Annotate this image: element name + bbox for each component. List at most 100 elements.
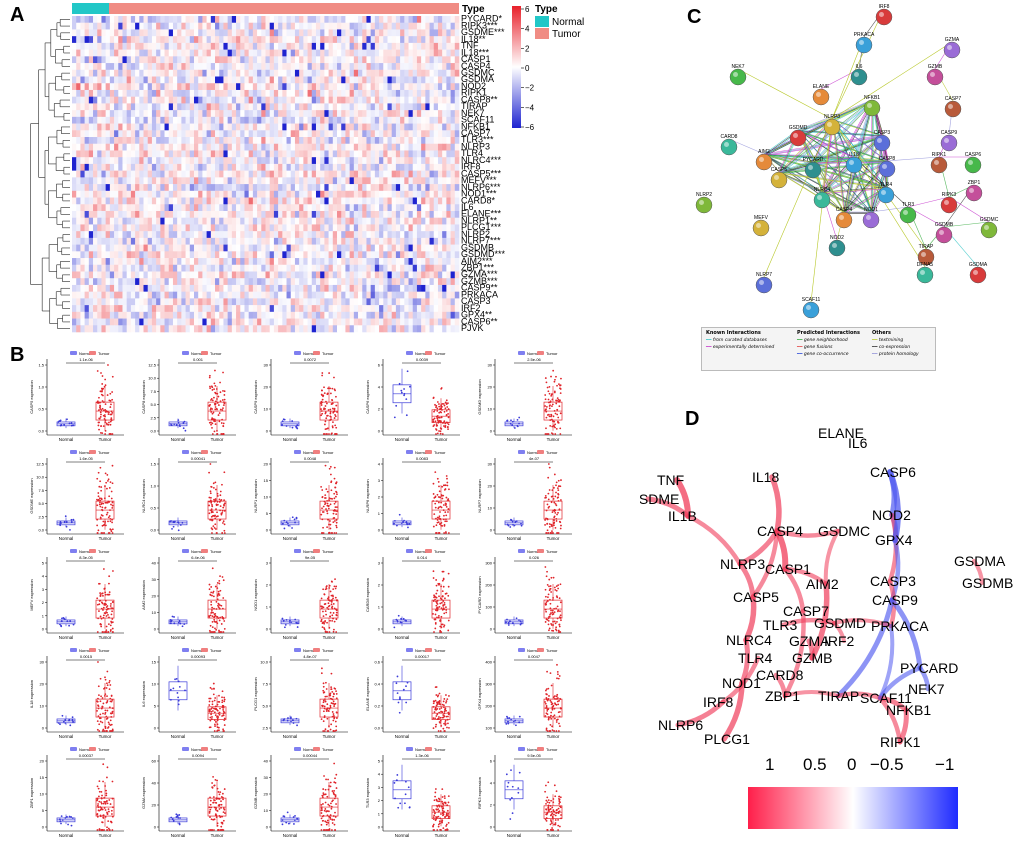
heatmap-cell	[315, 150, 321, 158]
heatmap-cell	[320, 278, 325, 286]
heatmap-cell	[307, 89, 313, 97]
heatmap-cell	[269, 244, 275, 252]
heatmap-cell	[231, 190, 237, 198]
heatmap-cell	[172, 264, 178, 272]
ppi-node-label: RIPK1	[932, 152, 947, 158]
heatmap-cell	[299, 204, 304, 212]
heatmap-cell	[240, 298, 245, 306]
heatmap-cell	[315, 217, 321, 225]
heatmap-cell	[387, 137, 392, 145]
heatmap-cell	[391, 29, 397, 37]
boxplot-legend-normal: Normal	[79, 450, 92, 455]
heatmap-cell	[118, 224, 123, 232]
heatmap-cell	[358, 130, 363, 138]
heatmap-cell	[387, 29, 392, 37]
heatmap-cell	[126, 318, 132, 326]
heatmap-cell	[286, 36, 292, 44]
ppi-node	[873, 134, 891, 152]
heatmap-cell	[345, 29, 350, 37]
heatmap-cell	[337, 157, 342, 165]
heatmap-cell	[151, 231, 157, 239]
heatmap-cell	[442, 42, 447, 50]
heatmap-gene-label: SCAF11	[461, 115, 494, 125]
heatmap-cell	[328, 251, 334, 259]
heatmap-cell	[206, 137, 212, 145]
heatmap-cell	[236, 231, 241, 239]
heatmap-cell	[442, 49, 447, 57]
heatmap-cell	[181, 177, 186, 185]
heatmap-cell	[189, 76, 195, 84]
heatmap-cell	[353, 271, 359, 279]
heatmap-cell	[362, 325, 367, 333]
heatmap-cell	[366, 143, 371, 151]
heatmap-cell	[198, 264, 203, 272]
boxplot-xlabel-tumor: Tumor	[323, 635, 336, 640]
heatmap-gene-label: GSDMD***	[461, 249, 506, 259]
heatmap-cell	[139, 36, 144, 44]
heatmap-cell	[412, 22, 418, 30]
heatmap-cell	[252, 264, 258, 272]
heatmap-cell	[151, 76, 157, 84]
heatmap-cell	[130, 150, 136, 158]
heatmap-cell	[433, 123, 439, 131]
heatmap-cell	[93, 96, 98, 104]
heatmap-cell	[294, 217, 300, 225]
heatmap-cell	[143, 278, 149, 286]
heatmap-cell	[412, 271, 418, 279]
heatmap-cell	[244, 143, 249, 151]
heatmap-cell	[278, 69, 283, 77]
heatmap-cell	[261, 184, 266, 192]
heatmap-cell	[290, 217, 296, 225]
heatmap-cell	[442, 278, 447, 286]
heatmap-cell	[273, 204, 279, 212]
heatmap-cell	[130, 56, 136, 64]
heatmap-cell	[227, 163, 233, 171]
heatmap-cell	[76, 298, 81, 306]
heatmap-cell	[257, 184, 262, 192]
heatmap-cell	[223, 190, 228, 198]
heatmap-cell	[126, 83, 132, 91]
heatmap-cell	[202, 137, 207, 145]
heatmap-gene-label: NLRP2	[461, 229, 490, 239]
heatmap-cell	[261, 76, 266, 84]
heatmap-cell	[248, 137, 254, 145]
heatmap-cell	[429, 210, 435, 218]
heatmap-cell	[135, 224, 140, 232]
heatmap-cell	[252, 163, 258, 171]
heatmap-cell	[164, 49, 170, 57]
heatmap-cell	[76, 130, 81, 138]
heatmap-cell	[383, 271, 388, 279]
heatmap-cell	[450, 36, 456, 44]
boxplot-ytick: 10	[152, 682, 157, 687]
heatmap-cell	[416, 49, 422, 57]
heatmap-cell	[265, 224, 271, 232]
heatmap-cell	[395, 224, 401, 232]
heatmap-cell	[143, 210, 149, 218]
heatmap-cell	[450, 123, 456, 131]
ppi-node	[855, 36, 873, 54]
heatmap-cell	[219, 143, 224, 151]
boxplot-xlabel-tumor: Tumor	[99, 536, 112, 541]
heatmap-cell	[358, 197, 363, 205]
heatmap-cell	[139, 210, 144, 218]
heatmap-cell	[227, 123, 233, 131]
heatmap-cell	[240, 130, 245, 138]
heatmap-cell	[286, 244, 292, 252]
heatmap-cell	[105, 110, 111, 118]
heatmap-cell	[219, 16, 224, 24]
heatmap-cell	[257, 258, 262, 266]
heatmap-cell	[215, 76, 220, 84]
heatmap-cell	[93, 244, 98, 252]
heatmap-cell	[421, 258, 426, 266]
heatmap-cell	[379, 49, 384, 57]
heatmap-cell	[366, 305, 371, 313]
heatmap-cell	[126, 96, 132, 104]
boxplot-ytick: 60	[152, 759, 157, 764]
heatmap-cell	[160, 204, 165, 212]
heatmap-cell	[252, 29, 258, 37]
heatmap-cell	[244, 197, 249, 205]
heatmap-cell	[172, 69, 178, 77]
boxplot-ytick: 0.5	[150, 506, 156, 511]
heatmap-cell	[160, 123, 165, 131]
